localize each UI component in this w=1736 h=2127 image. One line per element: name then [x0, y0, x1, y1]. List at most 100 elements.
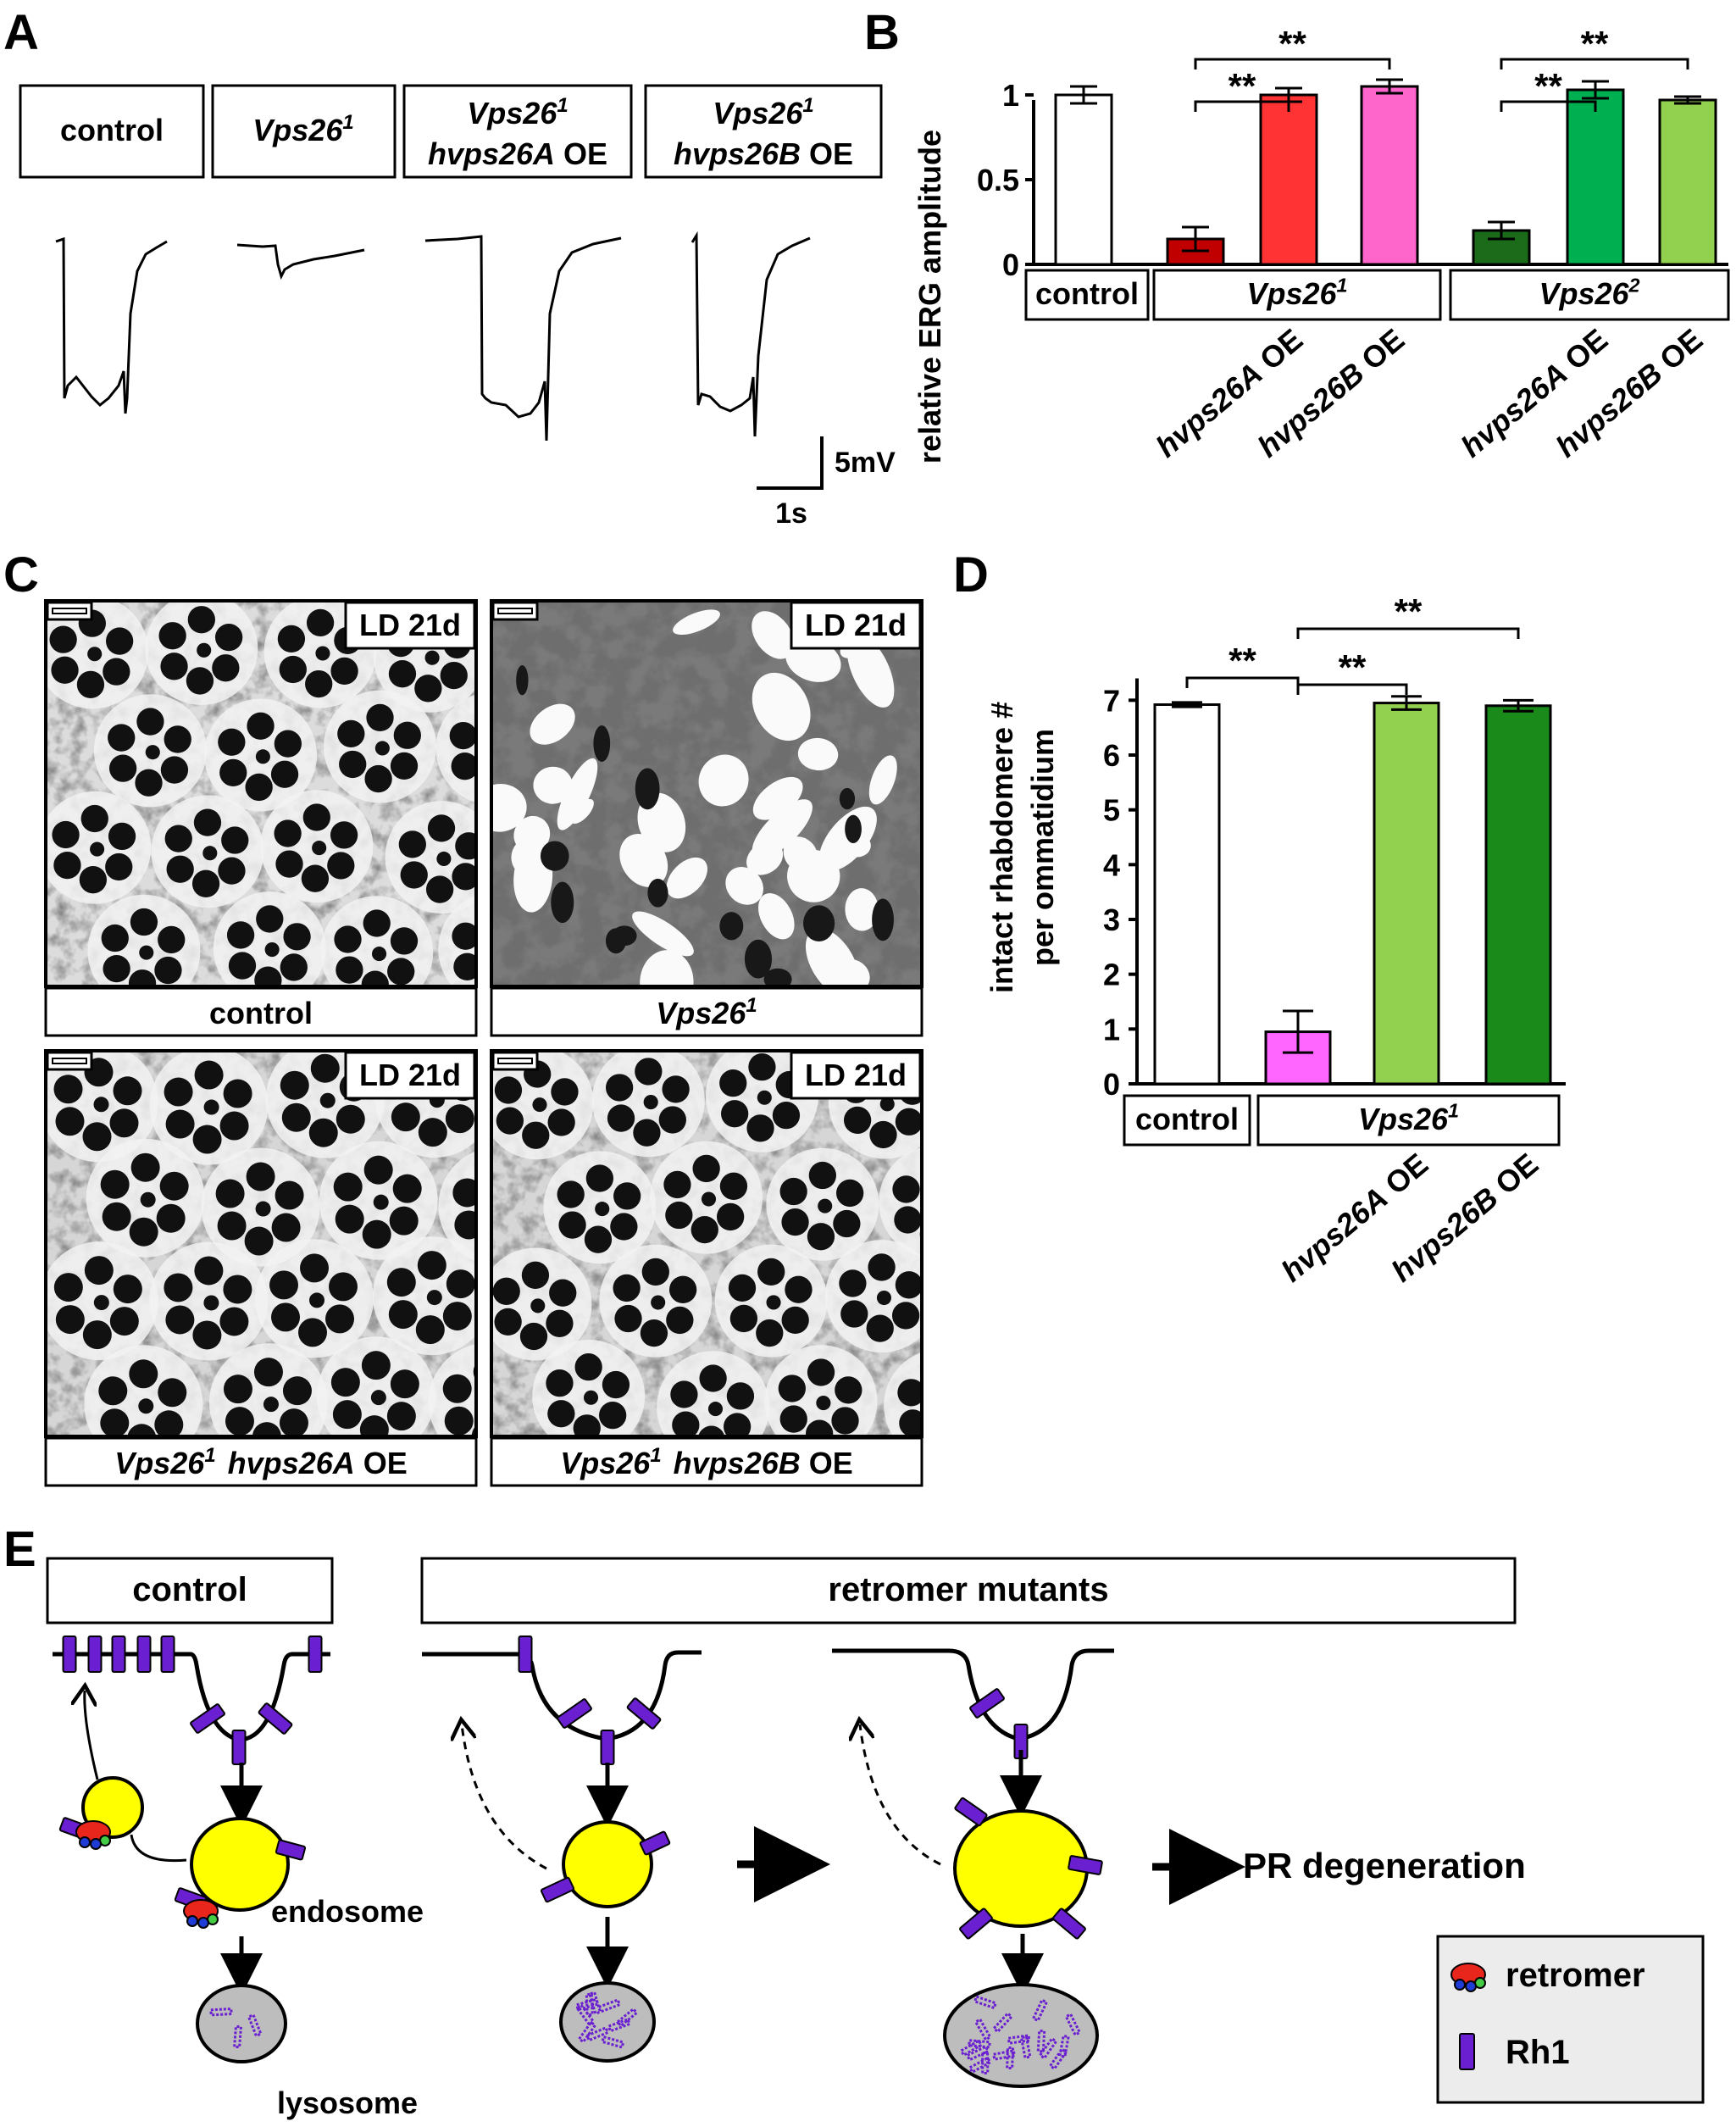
group-box [1123, 1094, 1251, 1147]
significance-bracket [1500, 58, 1689, 69]
endosome-control [190, 1817, 290, 1912]
rh1-icon [626, 1697, 662, 1730]
rh1-icon [600, 1730, 615, 1765]
significance-label: ** [1534, 66, 1562, 106]
significance-label: ** [1581, 24, 1609, 64]
y-tick-label: 0.5 [977, 163, 1019, 197]
rh1-icon [639, 1830, 671, 1856]
outcome-label: PR degeneration [1243, 1846, 1526, 1885]
rh1-icon [959, 1908, 993, 1940]
rh1-icon [518, 1636, 533, 1673]
error-bar [1674, 95, 1701, 105]
rh1-fragment [601, 2035, 625, 2049]
rh1-icon [954, 1797, 988, 1827]
impaired-recycling [860, 1724, 941, 1866]
rh1-fragments [959, 1995, 1082, 2074]
lysosome-label: lysosome [277, 2085, 418, 2120]
rh1-fragment [1058, 2034, 1070, 2058]
significance-label: ** [1339, 647, 1367, 687]
micrograph-vps26 [490, 599, 923, 988]
rh1-icon [62, 1636, 77, 1673]
caption-box-vps26-hvps26b [490, 1436, 923, 1487]
rh1-icon [111, 1636, 126, 1673]
bar [1259, 93, 1318, 266]
condition-box-vps26 [211, 84, 397, 179]
error-bar [1488, 220, 1515, 241]
rh1-fragment [1007, 2034, 1031, 2045]
rh1-cluster [518, 1636, 662, 1765]
rh1-icon [540, 1876, 575, 1903]
chart-b: 0 0.5 1 relative ERG amplitude ** ** ** ** contr… [912, 24, 1730, 464]
significance-label: ** [1229, 66, 1256, 106]
condition-box-vps26-hvps26a [402, 84, 633, 179]
significance-label: ** [1395, 591, 1423, 631]
group-label: Vps261 [1358, 1100, 1459, 1136]
legend-rh1-icon [1459, 2033, 1475, 2070]
mutants-header-box [420, 1557, 1517, 1624]
significance-bracket [1194, 58, 1391, 69]
rh1-icon [557, 1698, 592, 1729]
rh1-icon [1068, 1855, 1103, 1875]
y-tick-label: 1 [1002, 78, 1019, 113]
erg-trace-vps26-hvps26b [691, 230, 811, 437]
significance-bracket [1296, 627, 1520, 639]
micrograph-vps26-hvps26b [490, 1049, 923, 1438]
y-tick-label: 1 [1103, 1012, 1120, 1047]
rhabdomere-cluster [491, 1051, 922, 1436]
y-tick-label: 5 [1103, 793, 1120, 828]
bar [1373, 702, 1440, 1086]
rh1-fragment [247, 2013, 263, 2038]
caption-box-vps26-hvps26a [44, 1436, 478, 1487]
image-scale-bar [491, 1051, 539, 1071]
time-badge: LD 21d [790, 601, 922, 650]
endosome-mutant-2 [953, 1809, 1089, 1928]
control-header-box [46, 1557, 334, 1624]
scale-bar [757, 436, 824, 490]
rh1-icon [87, 1636, 103, 1673]
y-axis-label-line1: intact rhabdomere # [984, 702, 1019, 993]
recycling-path [130, 1834, 187, 1863]
scale-bar-time: 1s [775, 497, 807, 530]
condition-label-vps26-hvps26a-line1: Vps261 [467, 94, 568, 131]
rh1-icon [231, 1730, 247, 1765]
caption-vps26-hvps26b: Vps261 hvps26B OE [560, 1444, 853, 1480]
bar [1054, 93, 1113, 266]
rh1-fragment [965, 2045, 990, 2062]
y-tick-label: 0 [1002, 247, 1019, 282]
caption-box-vps26 [490, 986, 923, 1037]
error-bar [1503, 698, 1534, 713]
group-box [1449, 269, 1730, 321]
bar [1360, 85, 1419, 266]
rh1-fragment [585, 1992, 594, 2017]
significance-bracket [1185, 676, 1300, 688]
retromer-icon [1450, 1963, 1486, 1992]
group-label: control [1135, 1102, 1239, 1136]
micrograph-vps26-hvps26a [44, 1049, 478, 1438]
rh1-fragment [973, 1995, 998, 2010]
condition-label-control: control [60, 113, 164, 147]
panel-label-a: A [3, 5, 39, 60]
caption-vps26-hvps26a: Vps261 hvps26A OE [114, 1444, 408, 1480]
caption-vps26: Vps261 [656, 994, 757, 1030]
impaired-recycling [462, 1724, 547, 1870]
rh1-cluster [969, 1688, 1029, 1759]
endosome-mutant-1 [562, 1820, 653, 1908]
error-bar [1391, 695, 1422, 711]
rh1-fragment [1006, 2046, 1015, 2070]
membrane-mutant-2 [832, 1648, 1114, 1741]
rh1-fragment [1048, 2047, 1068, 2071]
rh1-icon [258, 1702, 293, 1735]
rh1-fragment [233, 2024, 243, 2049]
y-tick-label: 6 [1103, 738, 1120, 773]
image-scale-bar [46, 601, 93, 621]
bar [1566, 88, 1625, 266]
rh1-fragments [574, 1991, 639, 2049]
condition-label-vps26: Vps261 [252, 111, 353, 147]
rh1-fragment [1031, 1998, 1049, 2023]
rh1-fragment [1036, 2029, 1046, 2053]
y-tick-label: 3 [1103, 902, 1120, 937]
rh1-icon [969, 1688, 1005, 1719]
rh1-fragment [577, 2020, 597, 2044]
significance-bracket [1500, 100, 1597, 112]
